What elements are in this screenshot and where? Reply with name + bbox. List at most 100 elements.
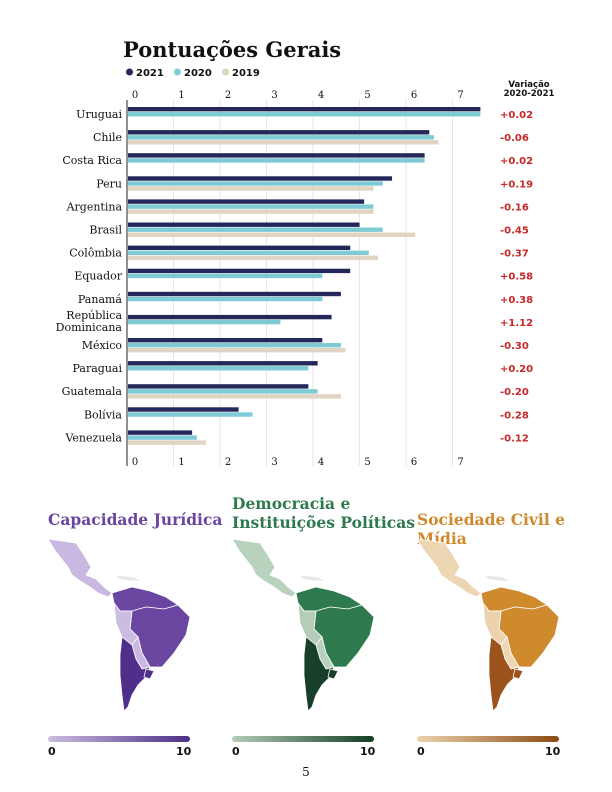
variation-value-0: +0.02 — [500, 110, 533, 121]
map-region-southern-cone — [119, 636, 151, 712]
color-scale-min-2: 0 — [417, 745, 425, 758]
map-region-uruguay — [512, 668, 524, 680]
map-region-uruguay — [143, 668, 155, 680]
bar-2021-2 — [128, 153, 425, 158]
x-tick-bottom-4: 4 — [318, 457, 324, 468]
map-title-0: Capacidade Jurídica — [48, 510, 222, 529]
color-scale-bar-0 — [48, 736, 190, 742]
page-number: 5 — [302, 765, 310, 779]
bar-2020-0 — [128, 112, 481, 117]
category-label-4: Argentina — [66, 200, 123, 213]
bar-2019-1 — [128, 140, 439, 145]
bar-2021-9 — [128, 314, 332, 320]
variation-value-2: +0.02 — [500, 156, 533, 167]
map-region-southern-cone — [303, 636, 335, 712]
category-label-12: Guatemala — [62, 385, 123, 398]
color-scale-max-1: 10 — [360, 745, 376, 758]
bar-2019-10 — [128, 348, 346, 353]
map-title-1: Democracia e Instituições Políticas — [232, 494, 415, 532]
bar-2021-0 — [128, 107, 481, 112]
color-scale-max-0: 10 — [176, 745, 192, 758]
legend-label-2019: 2019 — [232, 68, 260, 79]
legend-label-2021: 2021 — [136, 68, 164, 79]
bar-2019-14 — [128, 440, 207, 445]
variation-value-1: -0.06 — [500, 133, 529, 144]
x-tick-top-4: 4 — [318, 90, 324, 101]
bar-2020-10 — [128, 343, 341, 348]
map-region-caribbean-islands — [115, 574, 143, 582]
category-label-5: Brasil — [89, 224, 122, 237]
bar-2021-6 — [128, 245, 351, 250]
bar-2020-9 — [128, 319, 281, 325]
bar-2020-8 — [128, 296, 323, 302]
color-scale-bar-2 — [417, 736, 559, 742]
variation-value-6: -0.37 — [500, 249, 529, 260]
x-tick-top-6: 6 — [411, 90, 417, 101]
map-region-uruguay — [327, 668, 339, 680]
legend-label-2020: 2020 — [184, 68, 212, 79]
category-label-11: Paraguai — [73, 362, 123, 375]
bar-2019-5 — [128, 232, 416, 237]
x-tick-bottom-7: 7 — [457, 457, 463, 468]
x-tick-top-2: 2 — [225, 90, 231, 101]
map-region-southern-cone — [488, 636, 520, 712]
bar-2021-12 — [128, 384, 309, 389]
color-scale-bar-1 — [232, 736, 374, 742]
variation-value-5: -0.45 — [500, 226, 529, 237]
category-label-13: Bolívia — [84, 408, 122, 421]
variation-header-1: 2020-2021 — [504, 89, 555, 99]
map-region-mexico-central-america — [231, 538, 297, 598]
x-tick-bottom-2: 2 — [225, 457, 231, 468]
bar-2021-10 — [128, 338, 323, 343]
map-latin-america-2 — [416, 538, 560, 712]
map-title-line: Democracia e — [232, 494, 351, 513]
category-label-6: Colômbia — [69, 247, 122, 260]
variation-value-11: +0.20 — [500, 364, 533, 375]
category-label-7: Equador — [74, 270, 122, 283]
category-label-14: Venezuela — [64, 431, 122, 444]
bar-2021-11 — [128, 361, 318, 366]
bar-2020-2 — [128, 158, 425, 163]
bar-2021-8 — [128, 291, 341, 297]
bar-2021-3 — [128, 176, 393, 181]
bar-2019-6 — [128, 255, 379, 260]
color-scale-min-0: 0 — [48, 745, 56, 758]
bar-2020-4 — [128, 204, 374, 209]
bar-2020-6 — [128, 250, 369, 255]
bar-2020-1 — [128, 135, 434, 140]
color-scale-max-2: 10 — [545, 745, 561, 758]
x-tick-bottom-0: 0 — [132, 457, 138, 468]
x-tick-top-7: 7 — [457, 90, 463, 101]
bar-2021-1 — [128, 130, 430, 135]
bar-2020-3 — [128, 181, 383, 186]
bar-2020-5 — [128, 227, 383, 232]
bar-2019-4 — [128, 209, 374, 214]
category-label-8: Panamá — [78, 293, 123, 306]
category-label-1: Chile — [93, 131, 122, 144]
variation-value-12: -0.20 — [500, 387, 529, 398]
bar-2020-12 — [128, 389, 318, 394]
map-region-mexico-central-america — [47, 538, 113, 598]
x-tick-bottom-1: 1 — [178, 457, 184, 468]
category-label-10: México — [82, 339, 123, 352]
x-tick-bottom-6: 6 — [411, 457, 417, 468]
x-tick-top-3: 3 — [271, 90, 277, 101]
bar-2020-14 — [128, 435, 197, 440]
category-label-9-0: República — [66, 309, 122, 322]
variation-value-4: -0.16 — [500, 202, 529, 213]
map-region-mexico-central-america — [416, 538, 482, 598]
legend-swatch-2020 — [174, 68, 181, 76]
chart-title: Pontuações Gerais — [123, 37, 341, 62]
category-label-0: Uruguai — [76, 108, 122, 121]
scores-bar-chart: Pontuações Gerais 2021 2020 2019 0 0 1 1 2 2 3 3 4 4 5… — [56, 37, 555, 468]
x-tick-top-0: 0 — [132, 90, 138, 101]
category-label-3: Peru — [96, 177, 122, 190]
bar-2020-7 — [128, 273, 323, 279]
bar-2021-14 — [128, 430, 193, 435]
bar-2021-13 — [128, 407, 239, 412]
x-tick-bottom-5: 5 — [364, 457, 370, 468]
map-latin-america-0 — [47, 538, 191, 712]
category-label-9-1: Dominicana — [56, 321, 123, 334]
variation-value-13: -0.28 — [500, 410, 529, 421]
variation-value-3: +0.19 — [500, 179, 533, 190]
